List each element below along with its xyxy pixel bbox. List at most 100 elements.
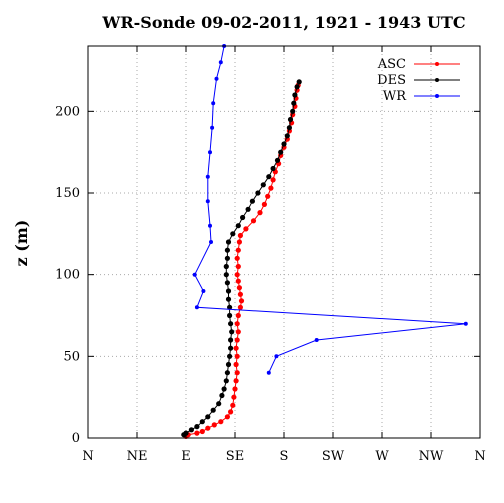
x-tick-label: S	[280, 449, 289, 464]
x-tick-label: W	[375, 449, 389, 464]
y-axis-label: z (m)	[12, 220, 31, 267]
data-point	[270, 177, 276, 183]
data-point	[234, 353, 240, 359]
x-tick-label: N	[474, 449, 485, 464]
data-point	[268, 185, 274, 191]
data-point	[225, 239, 232, 245]
data-point	[224, 255, 230, 261]
data-point	[225, 296, 232, 302]
data-point	[234, 255, 240, 261]
data-point	[228, 345, 234, 351]
data-point	[235, 223, 241, 229]
data-point	[233, 378, 239, 384]
data-point	[232, 386, 238, 392]
data-point	[210, 407, 216, 413]
data-point	[287, 116, 294, 123]
legend-swatch-point	[435, 94, 439, 98]
data-point	[243, 226, 249, 232]
data-point	[292, 92, 298, 98]
data-point	[225, 288, 232, 294]
data-point	[229, 329, 235, 335]
data-point	[188, 427, 194, 433]
data-point	[274, 354, 279, 359]
data-point	[227, 353, 233, 359]
data-point	[235, 329, 241, 335]
data-point	[236, 239, 242, 245]
data-point	[224, 414, 230, 420]
data-point	[201, 289, 206, 293]
data-point	[314, 338, 319, 342]
data-point	[205, 199, 210, 204]
y-tick-label: 150	[55, 186, 80, 201]
data-point	[463, 321, 468, 326]
data-point	[266, 370, 271, 375]
data-point	[245, 206, 251, 212]
data-point	[261, 201, 267, 207]
data-point	[237, 304, 243, 310]
data-point	[227, 304, 233, 310]
data-point	[211, 101, 216, 106]
data-point	[205, 174, 210, 179]
data-point	[233, 361, 239, 368]
data-point	[223, 272, 229, 278]
data-point	[192, 272, 197, 277]
data-point	[286, 125, 292, 131]
legend-swatch-point	[435, 62, 439, 66]
data-point	[281, 141, 287, 147]
data-point	[233, 345, 239, 351]
data-point	[238, 298, 245, 304]
data-point	[234, 370, 240, 376]
x-tick-label: NE	[127, 449, 148, 464]
chart-title: WR-Sonde 09-02-2011, 1921 - 1943 UTC	[101, 13, 465, 32]
data-point	[284, 133, 290, 139]
data-point	[224, 280, 230, 286]
series-line-asc	[185, 85, 299, 437]
legend-label: WR	[383, 89, 407, 104]
data-point	[237, 291, 243, 297]
data-point	[237, 232, 243, 239]
data-point	[240, 214, 246, 221]
data-point	[224, 247, 230, 253]
series-wr	[192, 44, 468, 375]
series-group	[181, 44, 468, 439]
data-point	[208, 223, 212, 228]
data-point	[208, 150, 212, 155]
data-point	[199, 428, 205, 435]
series-asc	[183, 82, 301, 439]
data-point	[211, 422, 217, 428]
data-point	[235, 263, 241, 270]
x-tick-label: N	[82, 449, 93, 464]
data-point	[234, 337, 240, 343]
data-point	[219, 392, 225, 399]
data-point	[223, 378, 229, 384]
data-point	[214, 76, 219, 81]
data-point	[274, 157, 281, 163]
y-tick-label: 200	[55, 104, 80, 119]
data-point	[265, 193, 271, 199]
y-tick-label: 0	[72, 431, 80, 446]
data-point	[221, 386, 227, 392]
series-line-des	[183, 81, 300, 436]
x-tick-label: E	[181, 449, 191, 464]
data-point	[225, 361, 232, 368]
data-point	[294, 84, 300, 90]
data-point	[228, 337, 234, 343]
data-point	[194, 430, 200, 436]
data-point	[205, 414, 211, 420]
data-point	[228, 321, 234, 327]
data-point	[278, 149, 284, 155]
data-point	[290, 108, 296, 114]
x-tick-label: SE	[226, 449, 244, 464]
data-point	[249, 198, 255, 204]
data-point	[236, 285, 242, 291]
data-point	[209, 240, 213, 244]
data-point	[296, 79, 302, 85]
data-point	[235, 247, 241, 253]
data-point	[210, 125, 215, 130]
data-point	[194, 305, 199, 310]
data-point	[291, 100, 297, 106]
data-point	[257, 210, 263, 216]
data-point	[255, 190, 261, 196]
